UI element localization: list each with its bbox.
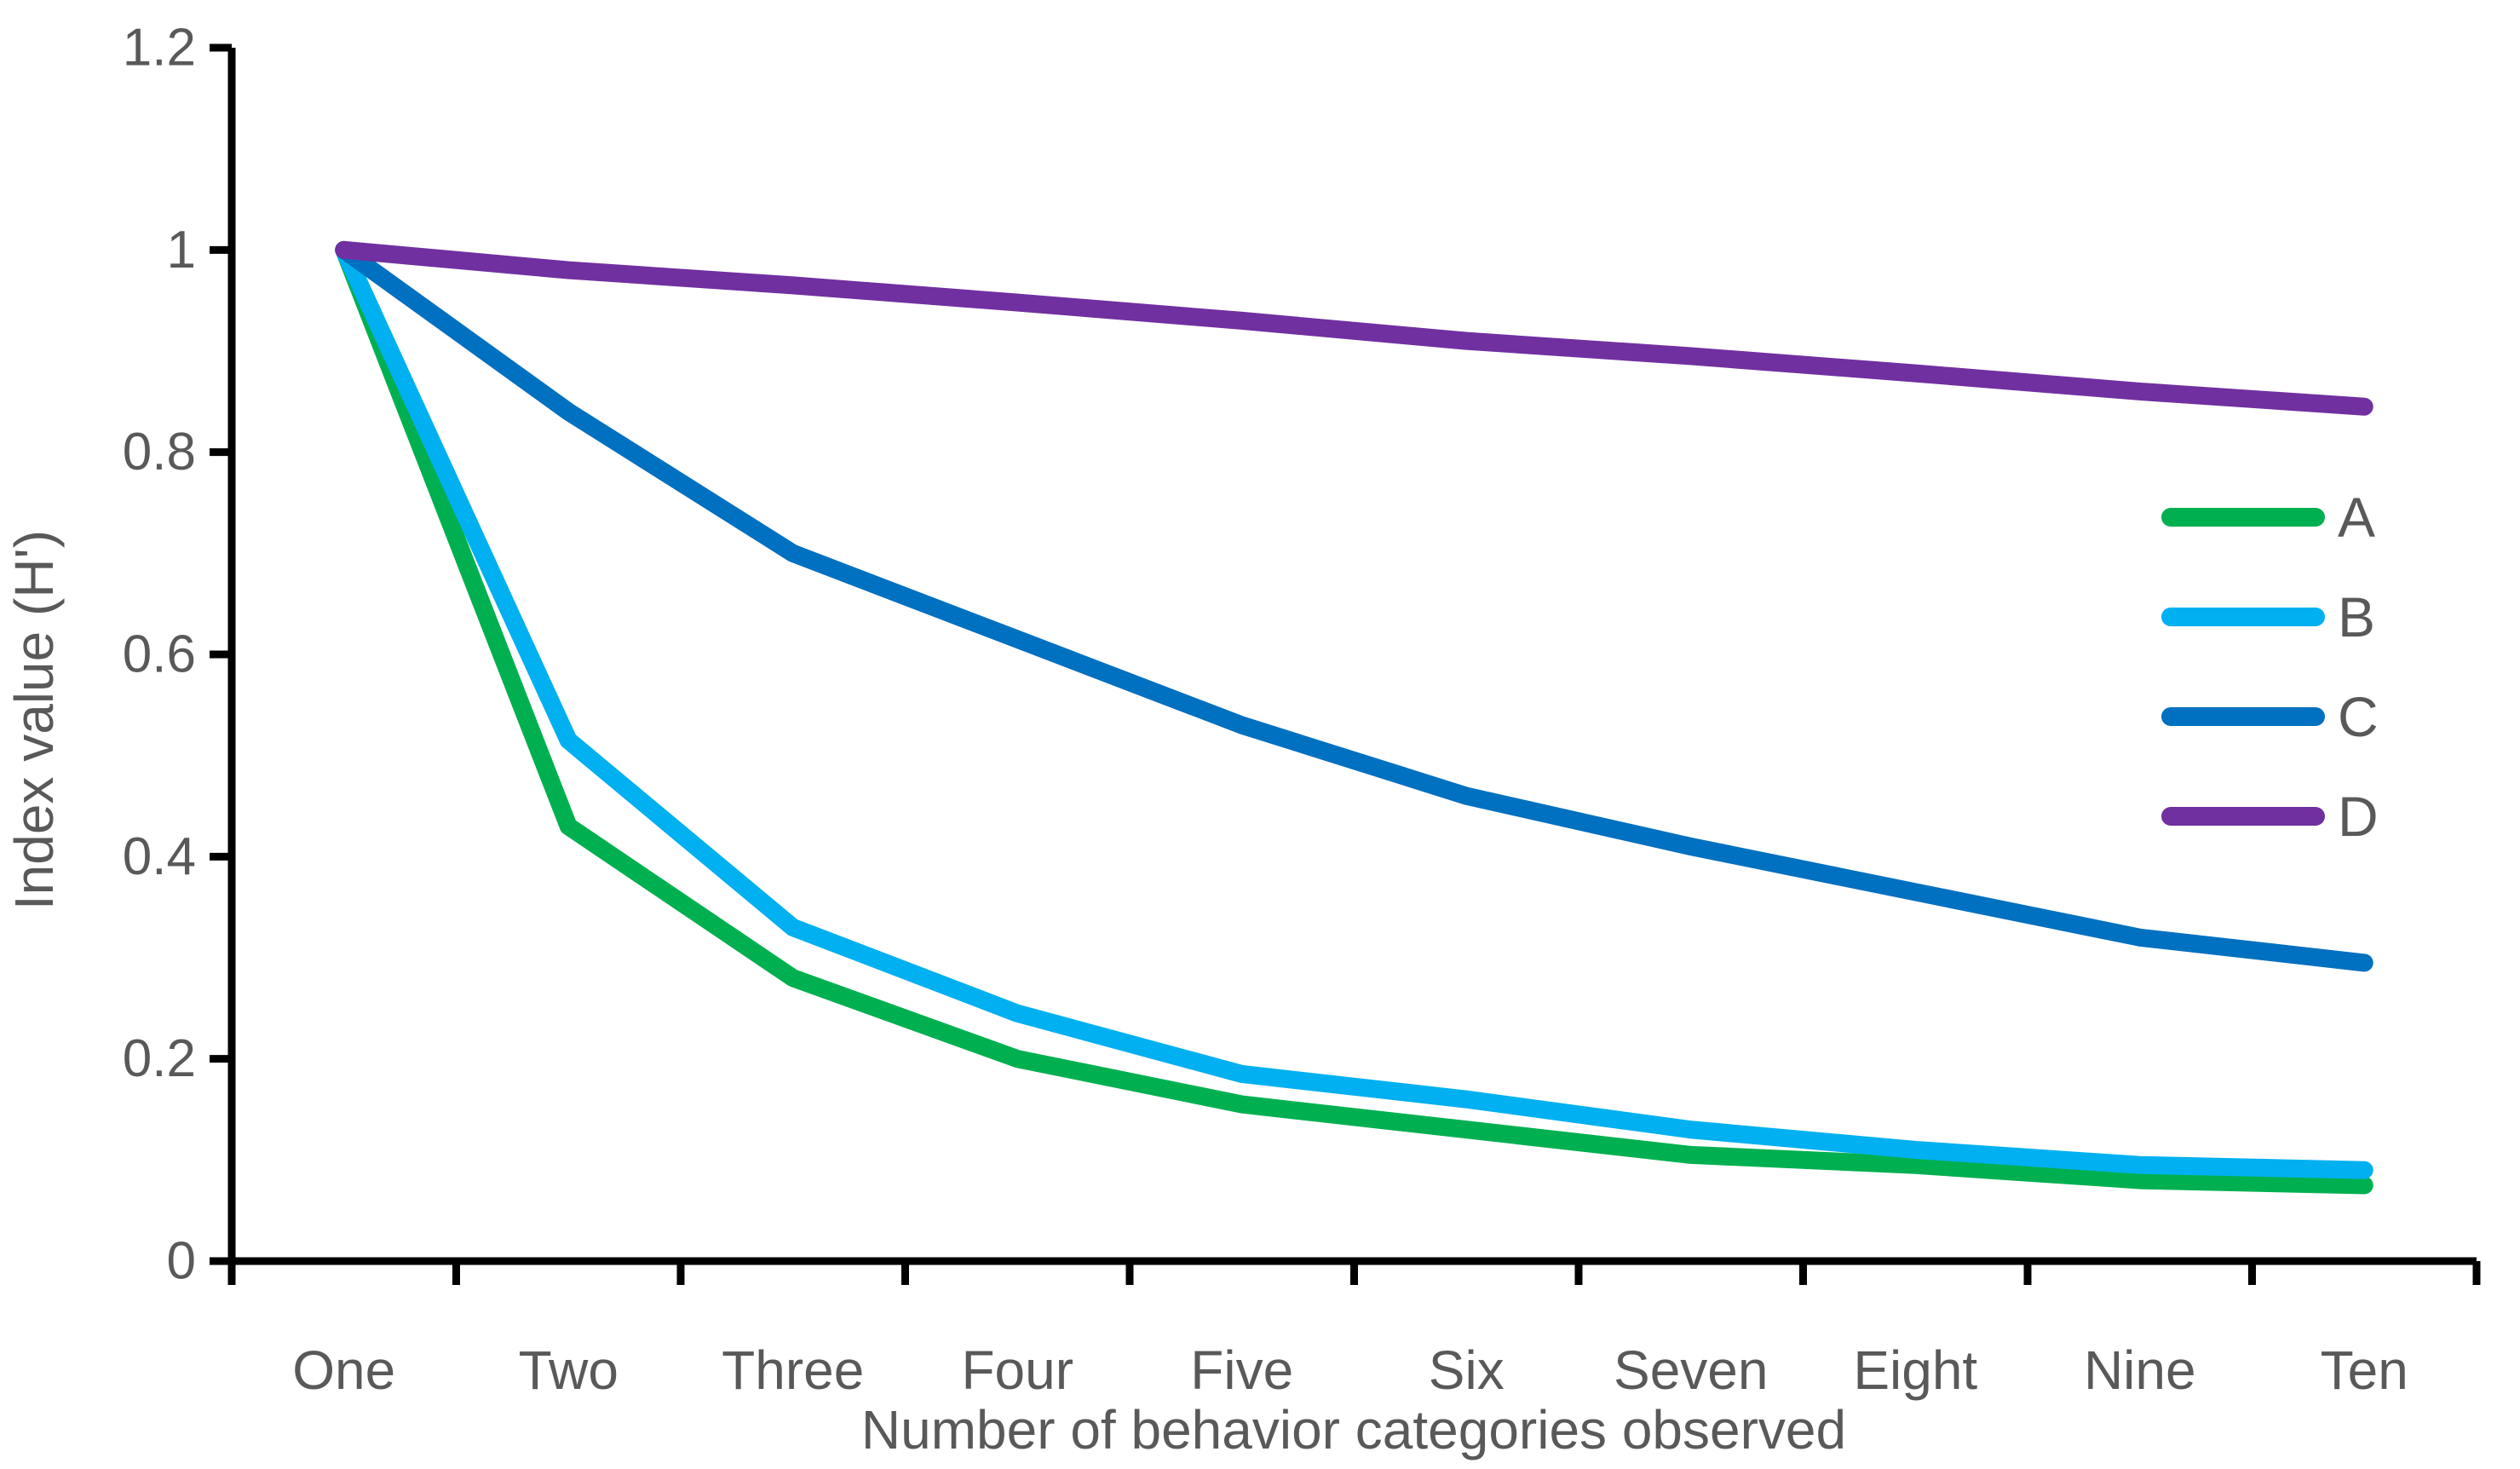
y-tick-label: 1 [167, 221, 196, 279]
series-D-line [335, 240, 2373, 416]
y-tick-label: 1.2 [123, 19, 196, 78]
axis-labels: 0 0.2 0.4 0.6 0.8 1 1.2 One Two Three Four Five Six S… [123, 19, 2408, 1402]
x-category-label: Ten [2321, 1339, 2408, 1401]
x-category-label: Five [1190, 1339, 1293, 1401]
legend-item-D: D [2161, 785, 2379, 848]
series-C-line [335, 240, 2373, 972]
x-category-label: One [292, 1339, 395, 1401]
legend-label-B: B [2338, 585, 2375, 648]
y-axis-title: Index value (H') [3, 530, 65, 910]
y-tick-label: 0.8 [123, 423, 196, 481]
legend-label-D: D [2338, 785, 2379, 848]
y-tick-label: 0.6 [123, 625, 196, 684]
legend-item-B: B [2161, 585, 2375, 648]
y-tick-label: 0.4 [123, 827, 196, 886]
x-category-label: Eight [1853, 1339, 1977, 1401]
series-B-line [335, 240, 2373, 1179]
legend-item-C: C [2161, 685, 2379, 748]
x-axis-title: Number of behavior categories observed [861, 1399, 1846, 1460]
x-category-label: Four [961, 1339, 1073, 1401]
axes [210, 43, 2481, 1285]
x-category-label: Three [722, 1339, 864, 1401]
y-tick-label: 0 [167, 1232, 196, 1291]
x-category-label: Nine [2084, 1339, 2196, 1401]
legend-label-A: A [2338, 486, 2375, 549]
x-category-label: Seven [1614, 1339, 1768, 1401]
y-tick-label: 0.2 [123, 1029, 196, 1088]
data-series [335, 240, 2373, 1195]
legend-item-A: A [2161, 486, 2375, 549]
x-category-label: Two [519, 1339, 618, 1401]
legend-label-C: C [2338, 685, 2379, 748]
series-A-line [335, 240, 2373, 1195]
x-category-label: Six [1429, 1339, 1505, 1401]
